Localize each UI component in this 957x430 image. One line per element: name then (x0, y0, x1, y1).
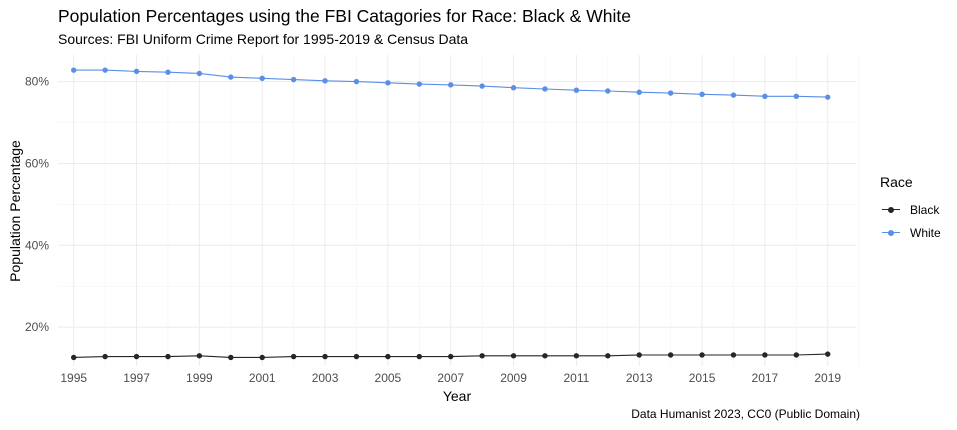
data-point-white (730, 92, 737, 98)
y-tick-label: 80% (25, 75, 49, 89)
x-tick-label: 2019 (814, 371, 841, 385)
data-point-white (573, 87, 580, 93)
data-point-black (793, 352, 800, 358)
data-point-black (762, 352, 768, 358)
data-point-white (385, 80, 391, 86)
data-point-black (479, 353, 485, 359)
data-point-white (322, 78, 328, 84)
x-tick-label: 2003 (312, 371, 339, 385)
legend-title: Race (880, 174, 913, 190)
data-point-white (667, 90, 674, 96)
data-point-black (730, 352, 737, 358)
legend-key (880, 228, 902, 238)
data-point-black (259, 354, 265, 361)
y-tick-label: 40% (25, 238, 49, 252)
chart-caption: Data Humanist 2023, CC0 (Public Domain) (631, 407, 860, 421)
x-tick-label: 2009 (500, 371, 527, 385)
data-point-black (71, 354, 77, 361)
x-tick-label: 1995 (60, 371, 87, 385)
data-point-black (542, 353, 548, 359)
data-point-black (385, 353, 391, 360)
data-point-black (510, 353, 517, 359)
data-point-white (542, 86, 548, 92)
data-point-white (196, 70, 203, 77)
data-point-white (259, 75, 265, 82)
data-point-black (165, 353, 171, 360)
grid-lines (58, 55, 860, 366)
data-point-white (762, 93, 768, 100)
data-point-black (353, 353, 360, 360)
data-point-black (228, 354, 234, 361)
data-point-white (605, 88, 611, 94)
x-tick-label: 2017 (752, 371, 779, 385)
legend-key (880, 205, 902, 215)
data-point-black (636, 352, 642, 358)
data-point-black (699, 352, 705, 358)
legend: Race Black White (880, 174, 941, 244)
data-point-white (793, 93, 800, 100)
y-tick-label: 20% (25, 320, 49, 334)
y-tick-labels: 20% 40% 60% 80% (25, 75, 49, 335)
data-point-white (102, 67, 108, 73)
data-point-black (667, 352, 674, 358)
data-point-black (102, 353, 108, 360)
data-point-black (573, 353, 580, 359)
data-point-black (196, 353, 203, 359)
chart-subtitle: Sources: FBI Uniform Crime Report for 19… (58, 31, 469, 47)
data-point-white (448, 82, 454, 88)
x-tick-label: 1997 (123, 371, 150, 385)
y-axis-title: Population Percentage (7, 140, 23, 282)
chart-title: Population Percentages using the FBI Cat… (58, 6, 631, 26)
series-layer (71, 67, 831, 361)
data-point-white (133, 68, 140, 75)
data-point-black (448, 353, 454, 360)
legend-label: White (910, 225, 941, 240)
x-tick-label: 2007 (437, 371, 464, 385)
x-tick-label: 2013 (626, 371, 653, 385)
data-point-black (825, 351, 831, 357)
x-tick-label: 2001 (249, 371, 276, 385)
data-point-white (71, 67, 77, 73)
data-point-white (636, 89, 642, 95)
data-point-white (510, 85, 517, 91)
data-point-black (133, 353, 140, 360)
data-point-white (165, 69, 171, 75)
x-tick-label: 2005 (375, 371, 402, 385)
data-point-white (290, 76, 297, 83)
data-point-black (605, 353, 611, 359)
x-tick-label: 1999 (186, 371, 213, 385)
data-point-black (322, 353, 328, 360)
x-tick-labels: 1995 1997 1999 2001 2003 2005 2007 2009 2011 2013… (60, 371, 841, 385)
data-point-white (699, 91, 705, 97)
y-tick-label: 60% (25, 156, 49, 170)
data-point-white (228, 74, 234, 80)
data-point-black (290, 353, 297, 360)
data-point-white (825, 94, 831, 100)
x-tick-label: 2015 (689, 371, 716, 385)
data-point-white (479, 83, 485, 89)
legend-item-white: White (880, 221, 941, 244)
data-point-white (416, 81, 422, 87)
data-point-white (353, 78, 360, 85)
data-point-black (416, 353, 422, 360)
legend-label: Black (910, 202, 940, 217)
x-tick-label: 2011 (563, 371, 589, 385)
legend-item-black: Black (880, 198, 941, 221)
x-axis-title: Year (443, 388, 472, 404)
